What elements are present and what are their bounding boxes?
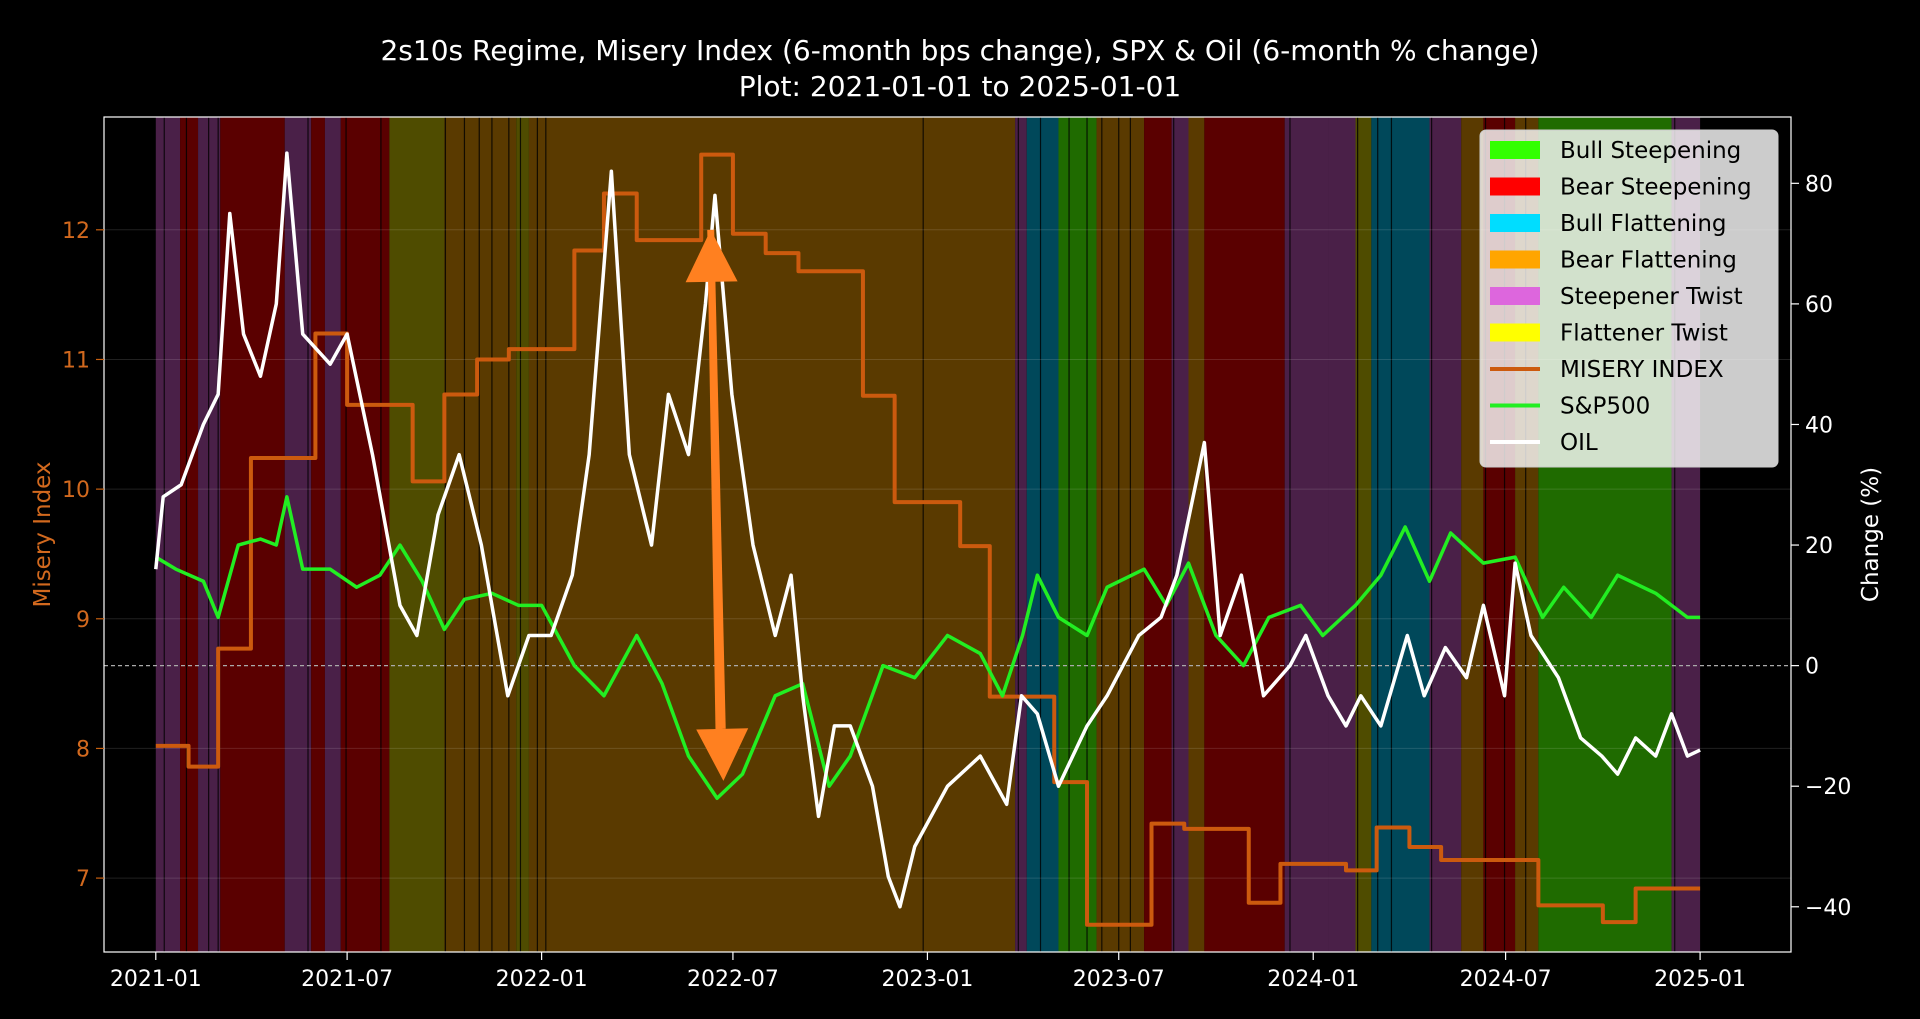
y-left-tick-label: 8 bbox=[76, 737, 90, 762]
annotation-arrow-head bbox=[696, 728, 749, 781]
x-tick-label: 2021-07 bbox=[301, 967, 393, 992]
legend-label: MISERY INDEX bbox=[1560, 357, 1724, 383]
regime-band bbox=[1461, 117, 1484, 952]
x-tick-label: 2021-01 bbox=[110, 967, 202, 992]
regime-band bbox=[1284, 117, 1329, 952]
y-left-tick-label: 7 bbox=[76, 867, 90, 892]
legend-label: Bull Steepening bbox=[1560, 138, 1741, 164]
legend: Bull Steepening Bear Steepening Bull Flatt… bbox=[1479, 129, 1779, 468]
regime-band bbox=[311, 117, 325, 952]
regime-band bbox=[1144, 117, 1172, 952]
regime-band bbox=[516, 117, 529, 952]
series-line-misery-index bbox=[155, 152, 1701, 927]
x-tick-label: 2024-07 bbox=[1460, 967, 1552, 992]
y-right-tick-label: 60 bbox=[1805, 293, 1833, 318]
legend-label: Steepener Twist bbox=[1560, 284, 1743, 310]
y-right-axis-label: Change (%) bbox=[1858, 467, 1884, 602]
legend-swatch bbox=[1490, 287, 1540, 305]
regime-band bbox=[1188, 117, 1205, 952]
regime-band bbox=[284, 117, 312, 952]
regime-band bbox=[1171, 117, 1189, 952]
regime-band bbox=[528, 117, 1016, 952]
series-line-s-p500 bbox=[154, 495, 1701, 801]
y-right-tick-label: −40 bbox=[1805, 896, 1851, 921]
x-tick-label: 2024-01 bbox=[1267, 967, 1359, 992]
legend-swatch bbox=[1490, 323, 1540, 342]
regime-band bbox=[180, 117, 199, 952]
y-left-tick-label: 12 bbox=[62, 219, 90, 244]
series-line-oil bbox=[154, 151, 1701, 909]
y-left-tick-label: 9 bbox=[76, 608, 90, 633]
regime-band bbox=[1015, 117, 1027, 952]
x-tick-label: 2023-01 bbox=[881, 967, 973, 992]
regime-band bbox=[1204, 117, 1285, 952]
regime-band bbox=[324, 117, 341, 952]
chart-subtitle: Plot: 2021-01-01 to 2025-01-01 bbox=[738, 70, 1182, 103]
chart-title: 2s10s Regime, Misery Index (6-month bps … bbox=[380, 34, 1540, 67]
regime-band bbox=[340, 117, 390, 952]
legend-swatch bbox=[1490, 214, 1540, 232]
x-tick-label: 2023-07 bbox=[1073, 967, 1165, 992]
regime-band bbox=[1058, 117, 1097, 952]
x-tick-label: 2025-01 bbox=[1654, 967, 1746, 992]
legend-label: S&P500 bbox=[1560, 394, 1650, 420]
legend-label: Bear Flattening bbox=[1560, 248, 1737, 274]
plot-frame bbox=[103, 116, 1792, 953]
regime-band bbox=[1026, 117, 1059, 952]
regime-band bbox=[1328, 117, 1356, 952]
legend-label: Bear Steepening bbox=[1560, 175, 1752, 201]
x-tick-label: 2022-07 bbox=[687, 967, 779, 992]
y-left-tick-label: 10 bbox=[62, 478, 90, 503]
legend-label: Flattener Twist bbox=[1560, 321, 1728, 347]
regime-band bbox=[1096, 117, 1145, 952]
legend-swatch bbox=[1490, 141, 1540, 159]
legend-label: Bull Flattening bbox=[1560, 211, 1727, 237]
y-right-tick-label: −20 bbox=[1805, 775, 1851, 800]
y-right-tick-label: 80 bbox=[1805, 172, 1833, 197]
legend-swatch bbox=[1490, 177, 1540, 196]
y-left-tick-label: 11 bbox=[62, 348, 90, 373]
legend-label: OIL bbox=[1560, 430, 1598, 456]
legend-swatch bbox=[1490, 250, 1540, 269]
y-right-tick-label: 20 bbox=[1805, 534, 1833, 559]
legend-box bbox=[1479, 129, 1779, 468]
regime-band bbox=[1355, 117, 1372, 952]
x-tick-label: 2022-01 bbox=[496, 967, 588, 992]
y-left-axis-label: Misery Index bbox=[30, 461, 56, 607]
regime-band bbox=[1429, 117, 1462, 952]
y-right-tick-label: 0 bbox=[1805, 655, 1819, 680]
y-right-tick-label: 40 bbox=[1805, 413, 1833, 438]
annotation-arrow-shaft bbox=[707, 229, 726, 729]
